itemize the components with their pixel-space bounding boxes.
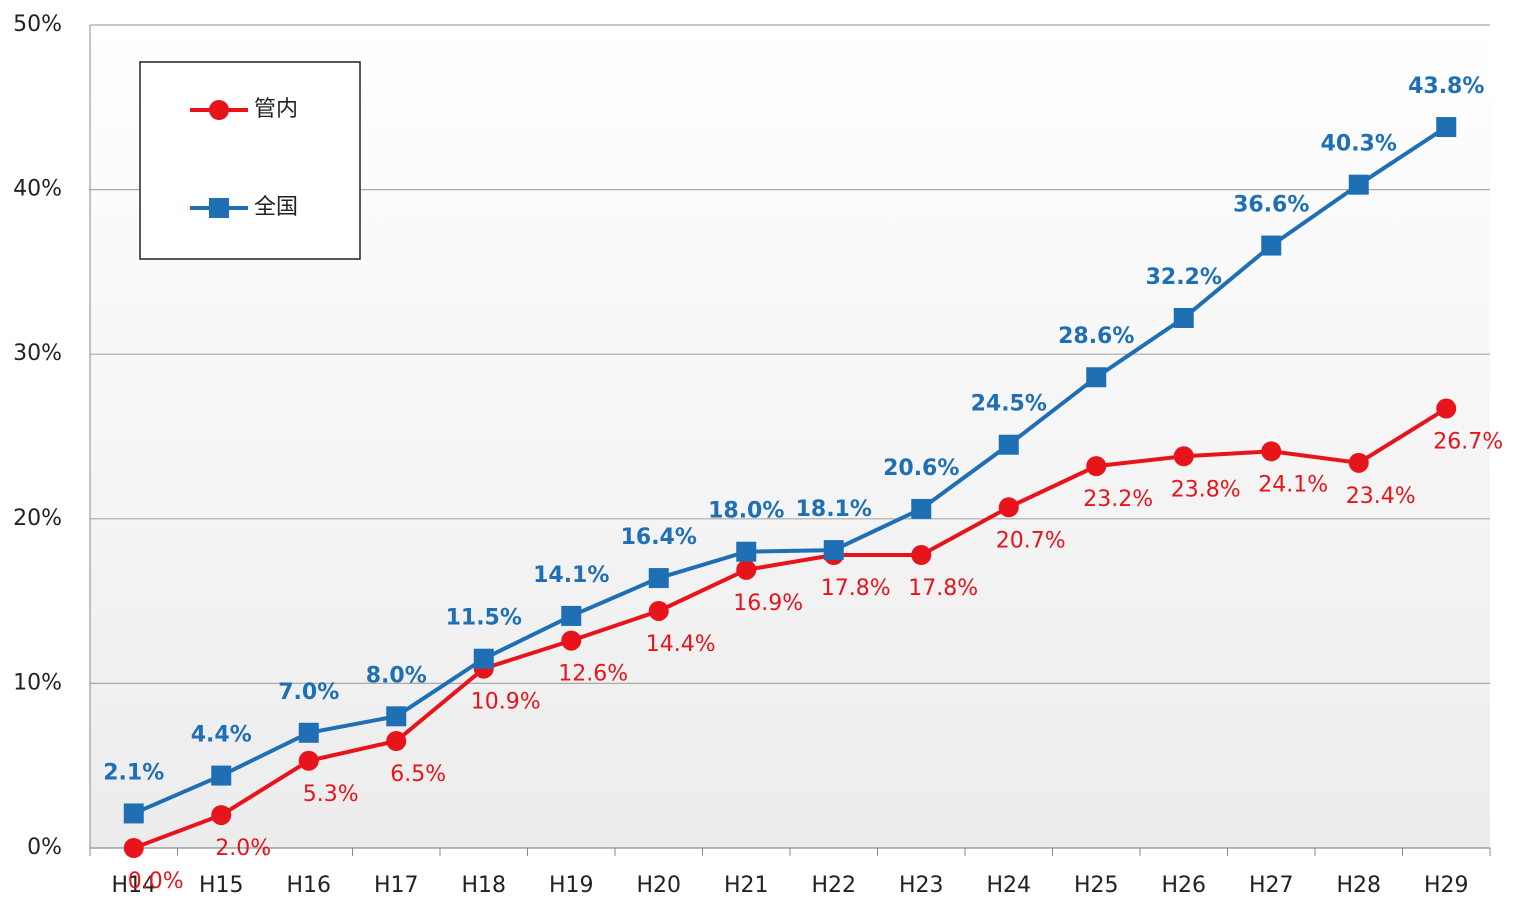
data-point bbox=[736, 559, 757, 580]
data-label: 28.6% bbox=[1058, 324, 1134, 349]
data-label: 7.0% bbox=[278, 680, 339, 705]
data-label: 43.8% bbox=[1408, 74, 1484, 99]
y-tick-label: 50% bbox=[13, 12, 62, 37]
data-label: 0.0% bbox=[128, 869, 184, 894]
data-label: 6.5% bbox=[390, 762, 446, 787]
x-tick-label: H19 bbox=[549, 873, 594, 898]
data-point bbox=[211, 805, 232, 826]
x-tick-label: H20 bbox=[636, 873, 681, 898]
data-label: 26.7% bbox=[1433, 430, 1503, 455]
data-label: 17.8% bbox=[908, 576, 978, 601]
y-tick-label: 10% bbox=[13, 670, 62, 695]
data-point bbox=[1173, 307, 1194, 328]
x-tick-label: H28 bbox=[1336, 873, 1381, 898]
legend-box bbox=[139, 61, 361, 260]
data-point bbox=[386, 731, 407, 752]
x-tick-label: H17 bbox=[374, 873, 419, 898]
data-point bbox=[1261, 441, 1282, 462]
data-label: 17.8% bbox=[821, 576, 891, 601]
data-label: 12.6% bbox=[558, 662, 628, 687]
data-label: 23.2% bbox=[1083, 487, 1153, 512]
x-tick-label: H21 bbox=[724, 873, 769, 898]
data-label: 10.9% bbox=[471, 690, 541, 715]
data-point bbox=[998, 434, 1019, 455]
data-label: 20.7% bbox=[996, 528, 1066, 553]
data-point bbox=[648, 568, 669, 589]
x-tick-label: H26 bbox=[1161, 873, 1206, 898]
data-point bbox=[561, 630, 582, 651]
data-point bbox=[823, 540, 844, 561]
data-label: 16.9% bbox=[733, 591, 803, 616]
data-point bbox=[1173, 446, 1194, 467]
data-point bbox=[298, 722, 319, 743]
data-label: 14.1% bbox=[533, 563, 609, 588]
x-tick-label: H24 bbox=[986, 873, 1031, 898]
data-point bbox=[123, 838, 144, 858]
legend-marker bbox=[209, 198, 229, 218]
x-tick-label: H18 bbox=[461, 873, 506, 898]
x-tick-label: H25 bbox=[1074, 873, 1119, 898]
y-tick-label: 20% bbox=[13, 506, 62, 531]
x-tick-label: H14 bbox=[111, 873, 156, 898]
x-tick-label: H16 bbox=[286, 873, 331, 898]
x-tick-label: H23 bbox=[899, 873, 944, 898]
data-point bbox=[386, 706, 407, 727]
data-label: 16.4% bbox=[621, 525, 697, 550]
data-label: 32.2% bbox=[1146, 265, 1222, 290]
data-label: 20.6% bbox=[883, 456, 959, 481]
y-tick-label: 30% bbox=[13, 341, 62, 366]
data-label: 18.0% bbox=[708, 499, 784, 524]
data-label: 40.3% bbox=[1321, 132, 1397, 157]
data-label: 4.4% bbox=[191, 723, 252, 748]
data-point bbox=[648, 600, 669, 621]
data-point bbox=[911, 498, 932, 519]
data-point bbox=[123, 803, 144, 824]
data-point bbox=[561, 605, 582, 626]
legend-label: 全国 bbox=[254, 195, 298, 220]
data-point bbox=[736, 541, 757, 562]
legend-marker bbox=[209, 100, 229, 120]
legend-label: 管内 bbox=[254, 97, 298, 122]
data-point bbox=[998, 497, 1019, 518]
data-label: 2.1% bbox=[103, 760, 164, 785]
x-tick-label: H15 bbox=[199, 873, 244, 898]
data-point bbox=[1348, 174, 1369, 195]
data-point bbox=[1436, 398, 1457, 419]
x-tick-label: H27 bbox=[1249, 873, 1294, 898]
series-line bbox=[133, 406, 1448, 850]
data-point bbox=[911, 545, 932, 566]
data-label: 8.0% bbox=[366, 663, 427, 688]
data-label: 24.5% bbox=[971, 392, 1047, 417]
data-point bbox=[1086, 367, 1107, 388]
data-label: 2.0% bbox=[215, 836, 271, 861]
data-label: 5.3% bbox=[303, 782, 359, 807]
x-tick-label: H29 bbox=[1424, 873, 1469, 898]
data-label: 24.1% bbox=[1258, 472, 1328, 497]
data-label: 23.4% bbox=[1346, 484, 1416, 509]
y-tick-label: 40% bbox=[13, 177, 62, 202]
data-label: 36.6% bbox=[1233, 193, 1309, 218]
data-point bbox=[298, 750, 319, 771]
data-point bbox=[1436, 117, 1457, 138]
data-point bbox=[473, 648, 494, 669]
data-point bbox=[1086, 456, 1107, 477]
data-point bbox=[1261, 235, 1282, 256]
series-line bbox=[132, 125, 1448, 816]
y-tick-label: 0% bbox=[27, 835, 62, 860]
data-label: 11.5% bbox=[446, 606, 522, 631]
data-label: 14.4% bbox=[646, 632, 716, 657]
data-label: 18.1% bbox=[796, 497, 872, 522]
data-point bbox=[211, 765, 232, 786]
x-tick-label: H22 bbox=[811, 873, 856, 898]
data-point bbox=[1348, 452, 1369, 473]
data-label: 23.8% bbox=[1171, 477, 1241, 502]
